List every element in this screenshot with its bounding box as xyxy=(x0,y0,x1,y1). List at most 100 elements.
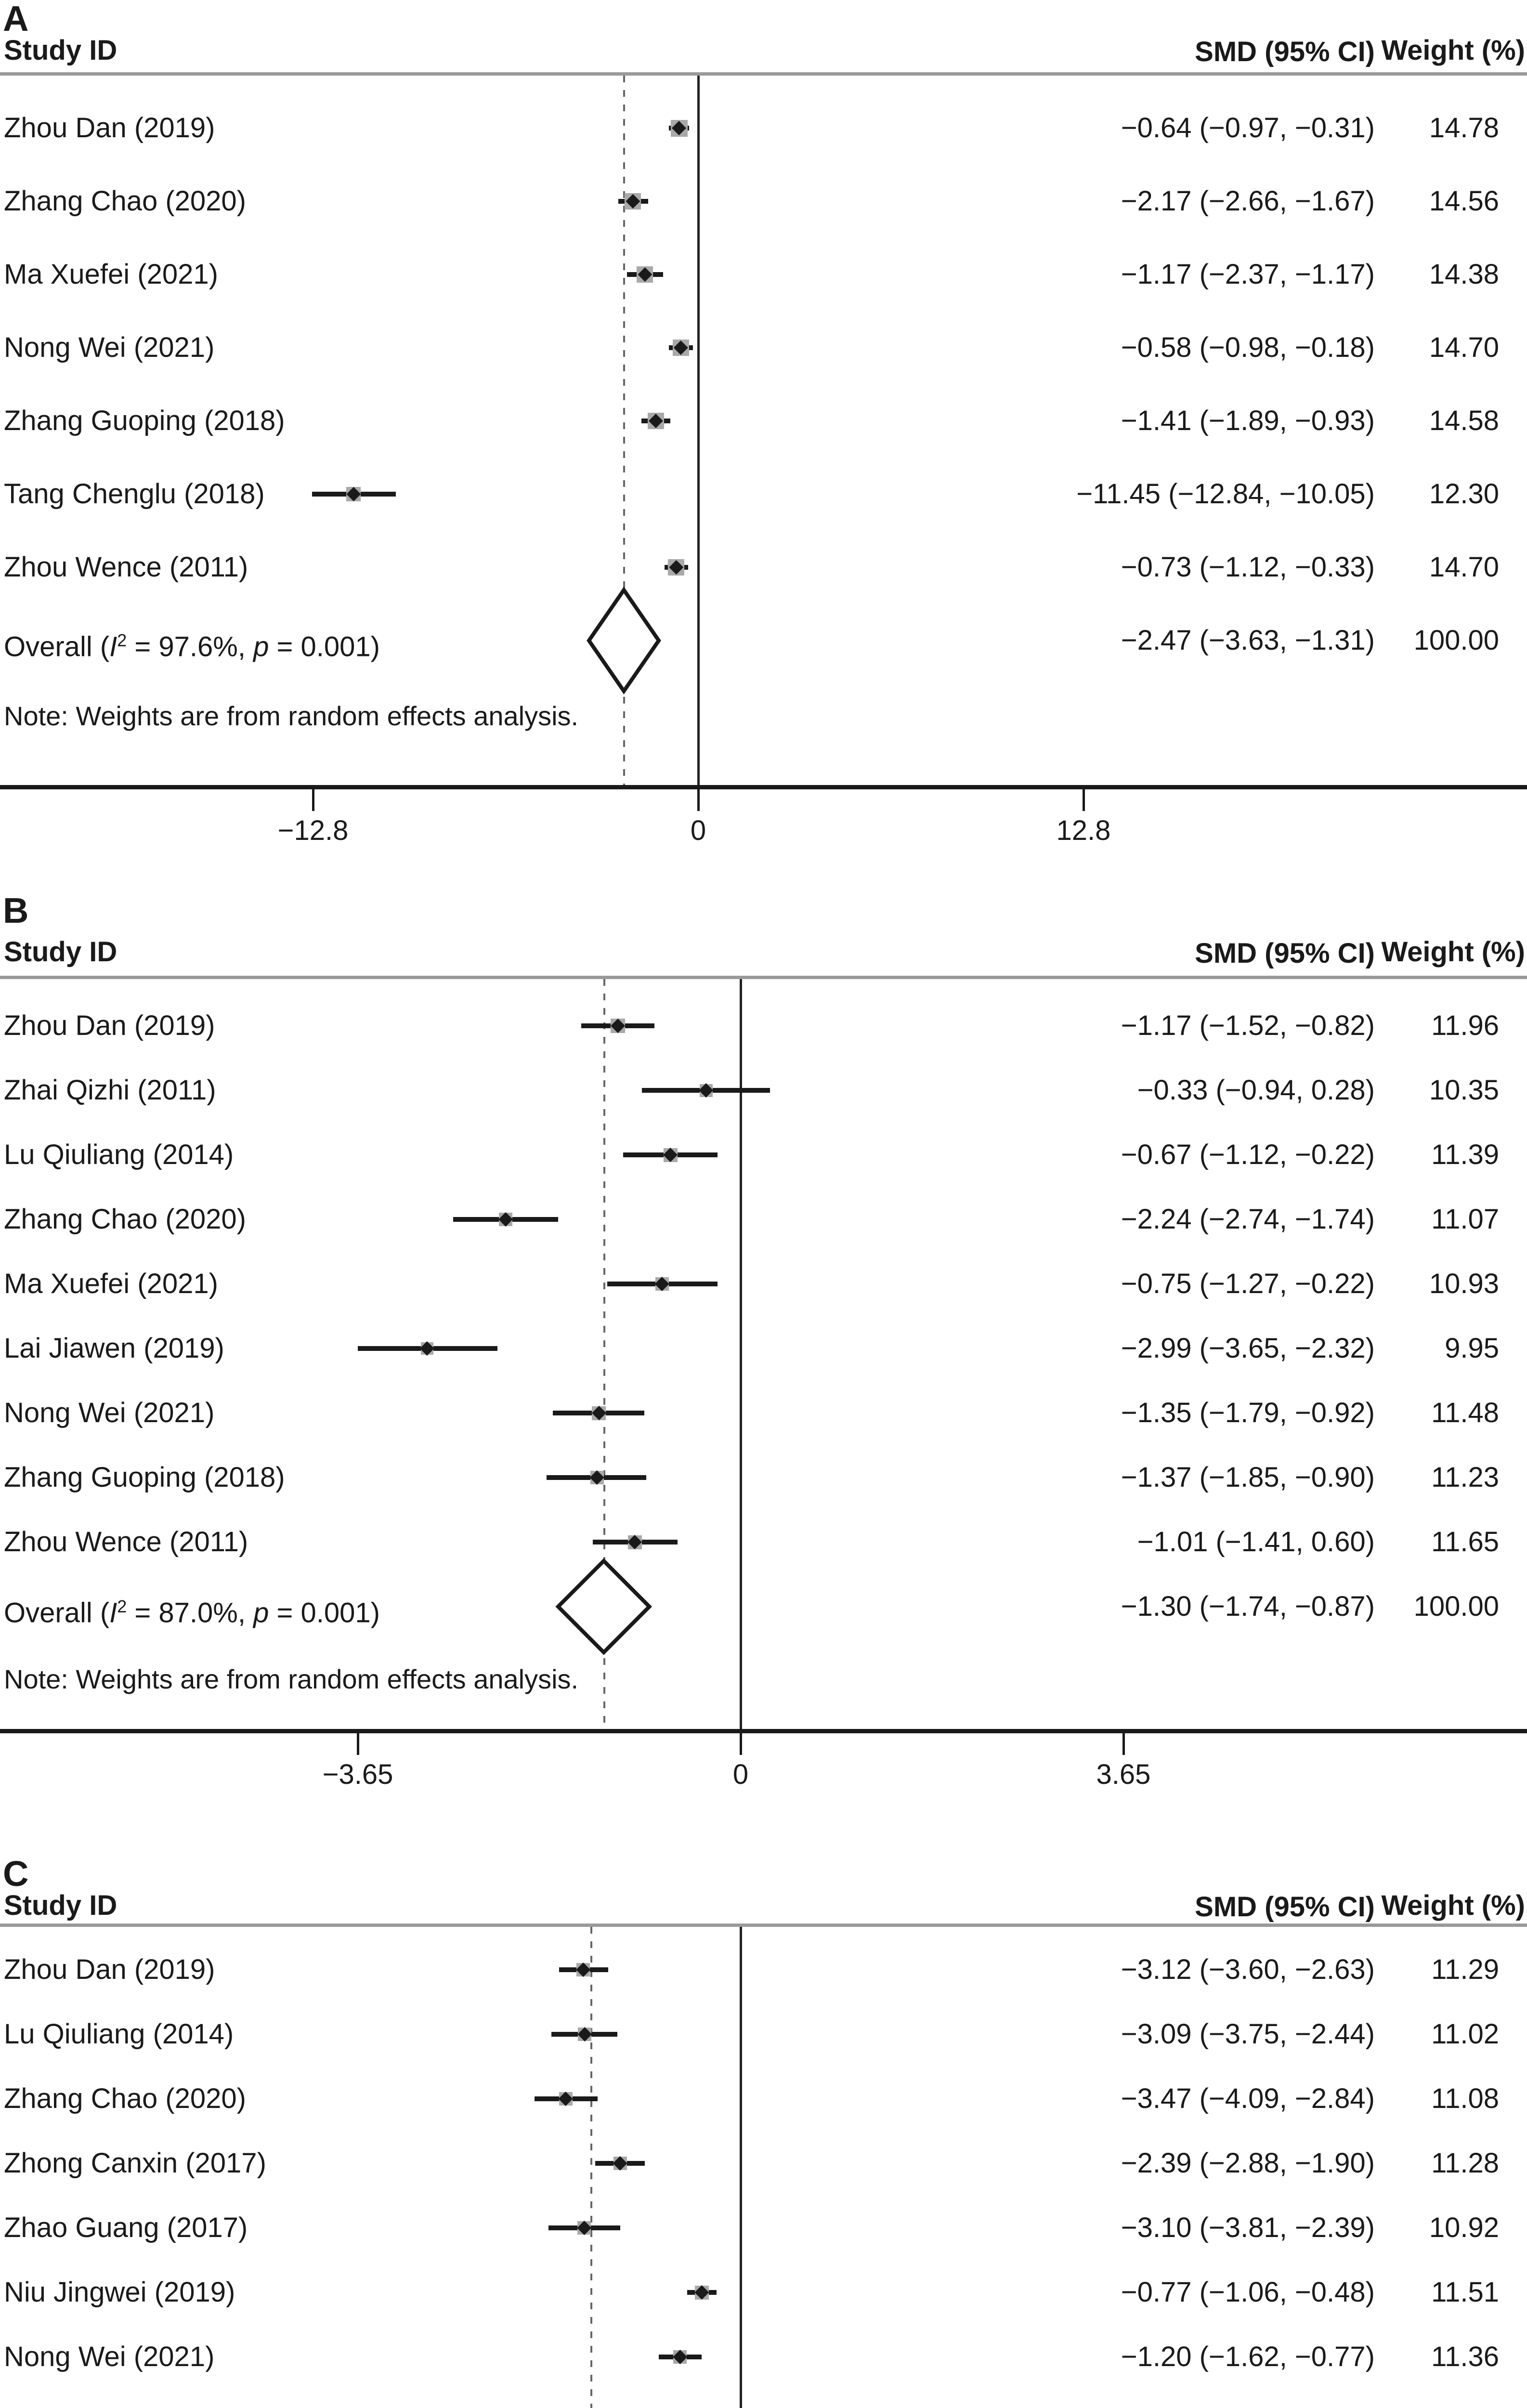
study-label: Zhang Chao (2020) xyxy=(4,1204,246,1235)
smd-ci-value: −0.75 (−1.27, −0.22) xyxy=(1121,1268,1375,1299)
smd-ci-value: −1.35 (−1.79, −0.92) xyxy=(1121,1397,1375,1428)
random-effects-note: Note: Weights are from random effects an… xyxy=(4,701,579,731)
study-label: Zhong Canxin (2017) xyxy=(4,2147,266,2179)
weight-value: 11.25 xyxy=(1297,2404,1499,2408)
smd-ci-value: −1.20 (−1.62, −0.77) xyxy=(1121,2341,1375,2372)
overall-smd-ci-value: −1.30 (−1.74, −0.87) xyxy=(1121,1591,1375,1622)
axis-tick-label: 3.65 xyxy=(1096,1759,1151,1790)
column-header-smd: SMD (95% CI) xyxy=(1195,1891,1375,1923)
study-label: Ma Xuefei (2021) xyxy=(4,259,218,290)
study-label: Zhou Wence (2011) xyxy=(4,551,248,583)
column-header-weight: Weight (%) xyxy=(1381,1890,1525,1921)
panel-c: C Study ID SMD (95% CI) Weight (%) Note:… xyxy=(0,1835,1527,2408)
overall-label: Overall (I2 = 87.0%, p = 0.001) xyxy=(4,1597,380,1629)
weight-value: 11.65 xyxy=(1431,1526,1499,1557)
smd-ci-value: −1.17 (−1.52, −0.82) xyxy=(1121,1010,1375,1041)
weight-value: 11.51 xyxy=(1431,2277,1499,2308)
study-label: Zhao Guang (2017) xyxy=(4,2212,248,2243)
overall-weight-value: 100.00 xyxy=(1413,1591,1499,1622)
column-header-smd: SMD (95% CI) xyxy=(1195,938,1375,969)
smd-ci-value: −2.99 (−3.65, −2.32) xyxy=(1121,1333,1375,1364)
smd-ci-value: −0.58 (−0.98, −0.18) xyxy=(1121,332,1375,363)
weight-value: 11.39 xyxy=(1431,1139,1499,1170)
zero-reference-line xyxy=(697,76,700,785)
weight-value: 11.29 xyxy=(1431,1954,1499,1985)
zero-reference-line xyxy=(740,1927,742,2408)
axis-tick xyxy=(740,1733,742,1755)
panel-letter: A xyxy=(3,0,29,39)
smd-ci-value: −0.73 (−1.12, −0.33) xyxy=(1121,551,1375,583)
overall-dashed-line xyxy=(623,76,625,785)
smd-ci-value: −1.01 (−1.41, 0.60) xyxy=(1137,1526,1375,1557)
overall-diamond xyxy=(555,1558,653,1655)
smd-ci-value: −2.39 (−2.88, −1.90) xyxy=(1121,2147,1375,2179)
column-header-study: Study ID xyxy=(4,936,117,968)
smd-ci-value: −1.17 (−2.37, −1.17) xyxy=(1121,259,1375,290)
smd-ci-value: −0.77 (−1.06, −0.48) xyxy=(1121,2277,1375,2308)
study-label: Zhou Dan (2019) xyxy=(4,1954,215,1985)
axis-tick-label: 0 xyxy=(690,815,706,846)
x-axis-line xyxy=(0,785,1527,789)
weight-value: 14.56 xyxy=(1429,185,1499,217)
smd-ci-value: −3.09 (−3.75, −2.44) xyxy=(1121,2018,1375,2050)
smd-ci-value: −1.41 (−1.89, −0.93) xyxy=(1121,405,1375,436)
weight-value: 10.35 xyxy=(1429,1074,1499,1106)
weight-value: 11.96 xyxy=(1431,1010,1499,1041)
smd-ci-value: −2.17 (−2.66, −1.67) xyxy=(1121,185,1375,217)
axis-tick-label: −3.65 xyxy=(322,1759,393,1790)
study-label: Lai Jiawen (2019) xyxy=(4,1333,224,1364)
smd-ci-value: −2.24 (−2.74, −1.74) xyxy=(1121,1204,1375,1235)
panel-a: A Study ID SMD (95% CI) Weight (%) Note:… xyxy=(0,0,1527,872)
overall-weight-value: 100.00 xyxy=(1413,625,1499,656)
study-label: Zhou Dan (2019) xyxy=(4,1010,215,1041)
study-label: Zhang Chao (2020) xyxy=(4,185,246,217)
overall-dashed-line xyxy=(590,1927,592,2408)
study-label: Lu Qiuliang (2014) xyxy=(4,2018,234,2050)
study-label: Lu Qiuliang (2014) xyxy=(4,1139,234,1170)
panel-b: B Study ID SMD (95% CI) Weight (%) Note:… xyxy=(0,872,1527,1835)
weight-value: 14.70 xyxy=(1429,551,1499,583)
weight-value: 14.38 xyxy=(1429,259,1499,290)
weight-value: 11.02 xyxy=(1431,2018,1499,2050)
header-rule xyxy=(0,976,1527,979)
smd-ci-value: −3.47 (−4.09, −2.84) xyxy=(1121,2083,1375,2114)
smd-ci-value: −0.64 (−0.97, −0.31) xyxy=(1121,112,1375,144)
weight-value: 11.08 xyxy=(1431,2083,1499,2114)
column-header-study: Study ID xyxy=(4,35,117,66)
study-label: Ma Xuefei (2021) xyxy=(4,1268,218,1299)
weight-value: 11.23 xyxy=(1431,1462,1499,1493)
smd-ci-value: −3.12 (−3.60, −2.63) xyxy=(1121,1954,1375,1985)
column-header-weight: Weight (%) xyxy=(1381,35,1525,66)
axis-tick xyxy=(1122,1733,1125,1755)
study-label: Nong Wei (2021) xyxy=(4,332,215,363)
panel-letter: B xyxy=(3,890,29,930)
panel-letter: C xyxy=(3,1854,29,1894)
axis-tick xyxy=(697,789,700,811)
study-label: Zhou Dan (2019) xyxy=(4,112,215,144)
study-label: Niu Jingwei (2019) xyxy=(4,2277,235,2308)
column-header-smd: SMD (95% CI) xyxy=(1195,36,1375,67)
smd-ci-value: −0.33 (−0.94, 0.28) xyxy=(1137,1074,1375,1106)
weight-value: 14.70 xyxy=(1429,332,1499,363)
axis-tick-label: 12.8 xyxy=(1056,815,1111,846)
axis-tick xyxy=(356,1733,359,1755)
axis-tick-label: 0 xyxy=(732,1759,749,1790)
weight-value: 10.93 xyxy=(1429,1268,1499,1299)
smd-ci-value: −3.32 (−3.83, −2.80) xyxy=(845,2404,1375,2408)
weight-value: 11.36 xyxy=(1431,2341,1499,2372)
study-label: Zhai Qizhi (2011) xyxy=(4,1074,216,1106)
zero-reference-line xyxy=(740,979,742,1729)
axis-tick xyxy=(312,789,314,811)
weight-value: 11.28 xyxy=(1431,2147,1499,2179)
study-label: Zhang Guoping (2018) xyxy=(4,405,285,436)
column-header-weight: Weight (%) xyxy=(1381,936,1525,968)
overall-diamond xyxy=(587,586,661,695)
smd-ci-value: −0.67 (−1.12, −0.22) xyxy=(1121,1139,1375,1170)
axis-tick-label: −12.8 xyxy=(277,815,349,846)
random-effects-note: Note: Weights are from random effects an… xyxy=(4,1664,579,1694)
weight-value: 14.78 xyxy=(1429,112,1499,144)
smd-ci-value: −1.37 (−1.85, −0.90) xyxy=(1121,1462,1375,1493)
axis-tick xyxy=(1083,789,1085,811)
study-label: Zhang Guoping (2018) xyxy=(4,1462,285,1493)
